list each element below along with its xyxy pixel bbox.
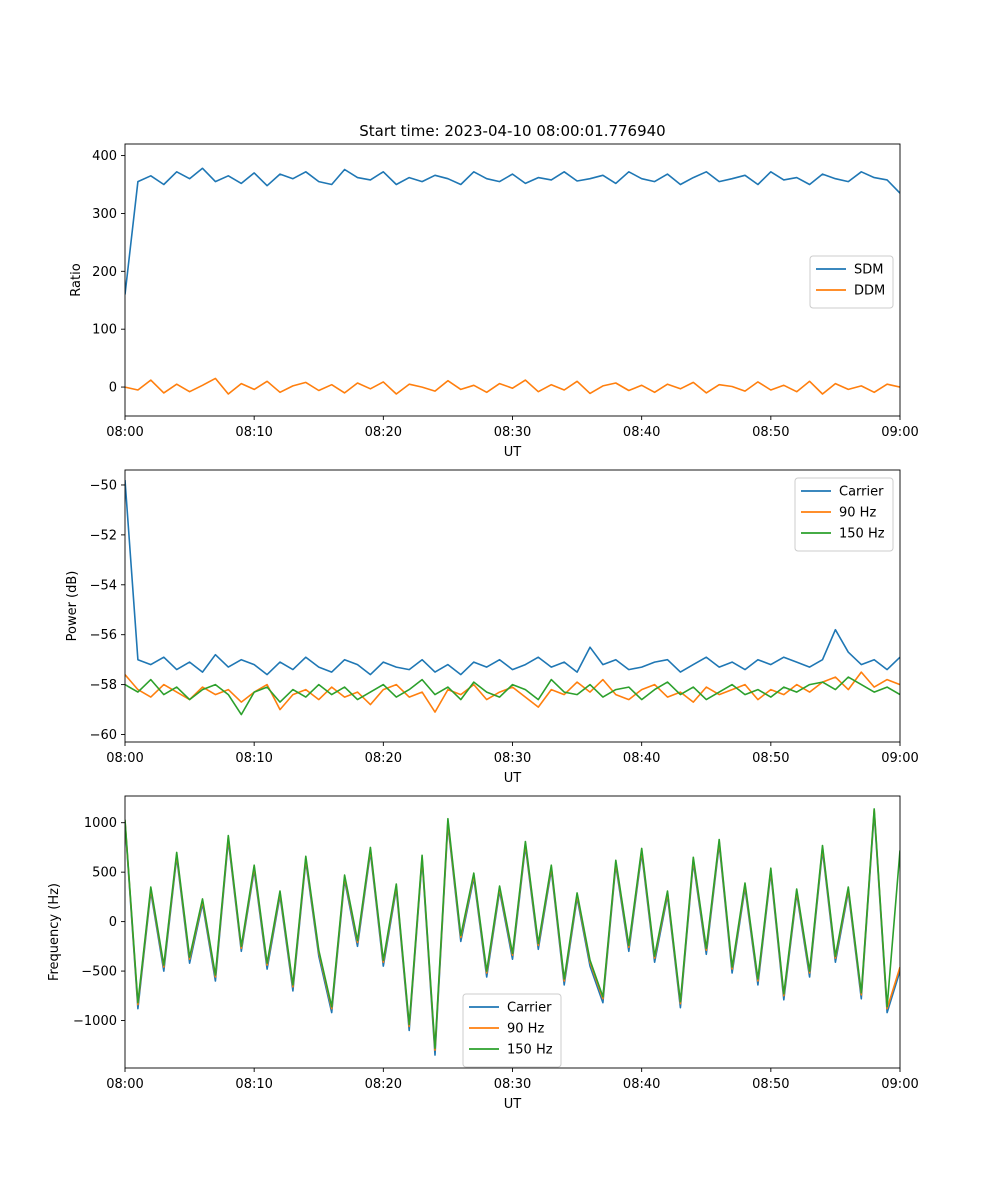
y-tick-label: −54 (90, 578, 117, 593)
x-tick-label: 08:30 (494, 425, 531, 440)
x-tick-label: 08:30 (494, 751, 531, 766)
ratio-panel: 08:00 08:10 08:20 08:30 08:40 08:50 09:00 UT 0 10… (69, 143, 919, 460)
plot-frame (124, 143, 901, 417)
legend-label: DDM (854, 284, 885, 299)
x-tick-label: 08:40 (623, 425, 660, 440)
x-tick-label: 09:00 (881, 751, 918, 766)
legend-label: 90 Hz (507, 1022, 544, 1037)
x-tick-label: 08:00 (106, 425, 143, 440)
series-line-sdm (125, 167, 900, 295)
y-tick-label: −56 (90, 628, 117, 643)
x-tick-label: 09:00 (881, 425, 918, 440)
legend-label: Carrier (839, 485, 884, 500)
series-line-150-hz (125, 808, 900, 1049)
series-line-carrier (125, 479, 900, 676)
frequency-panel: 08:00 08:10 08:20 08:30 08:40 08:50 09:00 UT −10… (47, 795, 919, 1112)
figure-title: Start time: 2023-04-10 08:00:01.776940 (359, 122, 665, 140)
y-tick-label: 500 (92, 866, 117, 881)
y-tick-label: 200 (92, 265, 117, 280)
x-tick-label: 08:30 (494, 1077, 531, 1092)
series-line-ddm (125, 377, 900, 395)
y-axis-label: Frequency (Hz) (47, 883, 62, 981)
x-tick-label: 08:00 (106, 1077, 143, 1092)
y-axis-label: Ratio (69, 263, 84, 296)
legend: SDM DDM (809, 255, 894, 309)
x-tick-label: 08:40 (623, 1077, 660, 1092)
legend-label: Carrier (507, 1001, 552, 1016)
x-tick-label: 08:50 (752, 751, 789, 766)
x-tick-label: 08:50 (752, 425, 789, 440)
x-tick-label: 08:10 (235, 1077, 272, 1092)
legend: Carrier 90 Hz 150 Hz (462, 993, 562, 1068)
y-tick-label: −500 (81, 965, 117, 980)
legend: Carrier 90 Hz 150 Hz (794, 477, 894, 552)
x-axis-label: UT (504, 1097, 522, 1112)
x-axis-label: UT (504, 445, 522, 460)
legend-label: 90 Hz (839, 506, 876, 521)
x-tick-label: 08:40 (623, 751, 660, 766)
y-tick-label: −52 (90, 528, 117, 543)
x-tick-label: 08:20 (365, 751, 402, 766)
y-tick-label: −1000 (73, 1014, 117, 1029)
legend-label: 150 Hz (839, 527, 885, 542)
legend-label: 150 Hz (507, 1043, 553, 1058)
y-axis-label: Power (dB) (65, 571, 80, 642)
y-tick-label: 0 (109, 915, 117, 930)
x-axis-label: UT (504, 771, 522, 786)
y-tick-label: −50 (90, 478, 117, 493)
y-tick-label: −58 (90, 678, 117, 693)
x-tick-label: 08:20 (365, 425, 402, 440)
x-tick-label: 08:20 (365, 1077, 402, 1092)
y-tick-label: 400 (92, 149, 117, 164)
power-panel: 08:00 08:10 08:20 08:30 08:40 08:50 09:00 UT −60… (65, 469, 919, 786)
y-tick-label: 1000 (84, 816, 117, 831)
x-tick-label: 08:10 (235, 425, 272, 440)
x-tick-label: 08:00 (106, 751, 143, 766)
legend-label: SDM (854, 263, 883, 278)
x-tick-label: 08:10 (235, 751, 272, 766)
x-tick-label: 09:00 (881, 1077, 918, 1092)
y-tick-label: 300 (92, 207, 117, 222)
series-line-90-hz (125, 671, 900, 713)
y-tick-label: −60 (90, 728, 117, 743)
x-tick-label: 08:50 (752, 1077, 789, 1092)
series-line-150-hz (125, 676, 900, 716)
y-tick-label: 100 (92, 323, 117, 338)
y-tick-label: 0 (109, 381, 117, 396)
